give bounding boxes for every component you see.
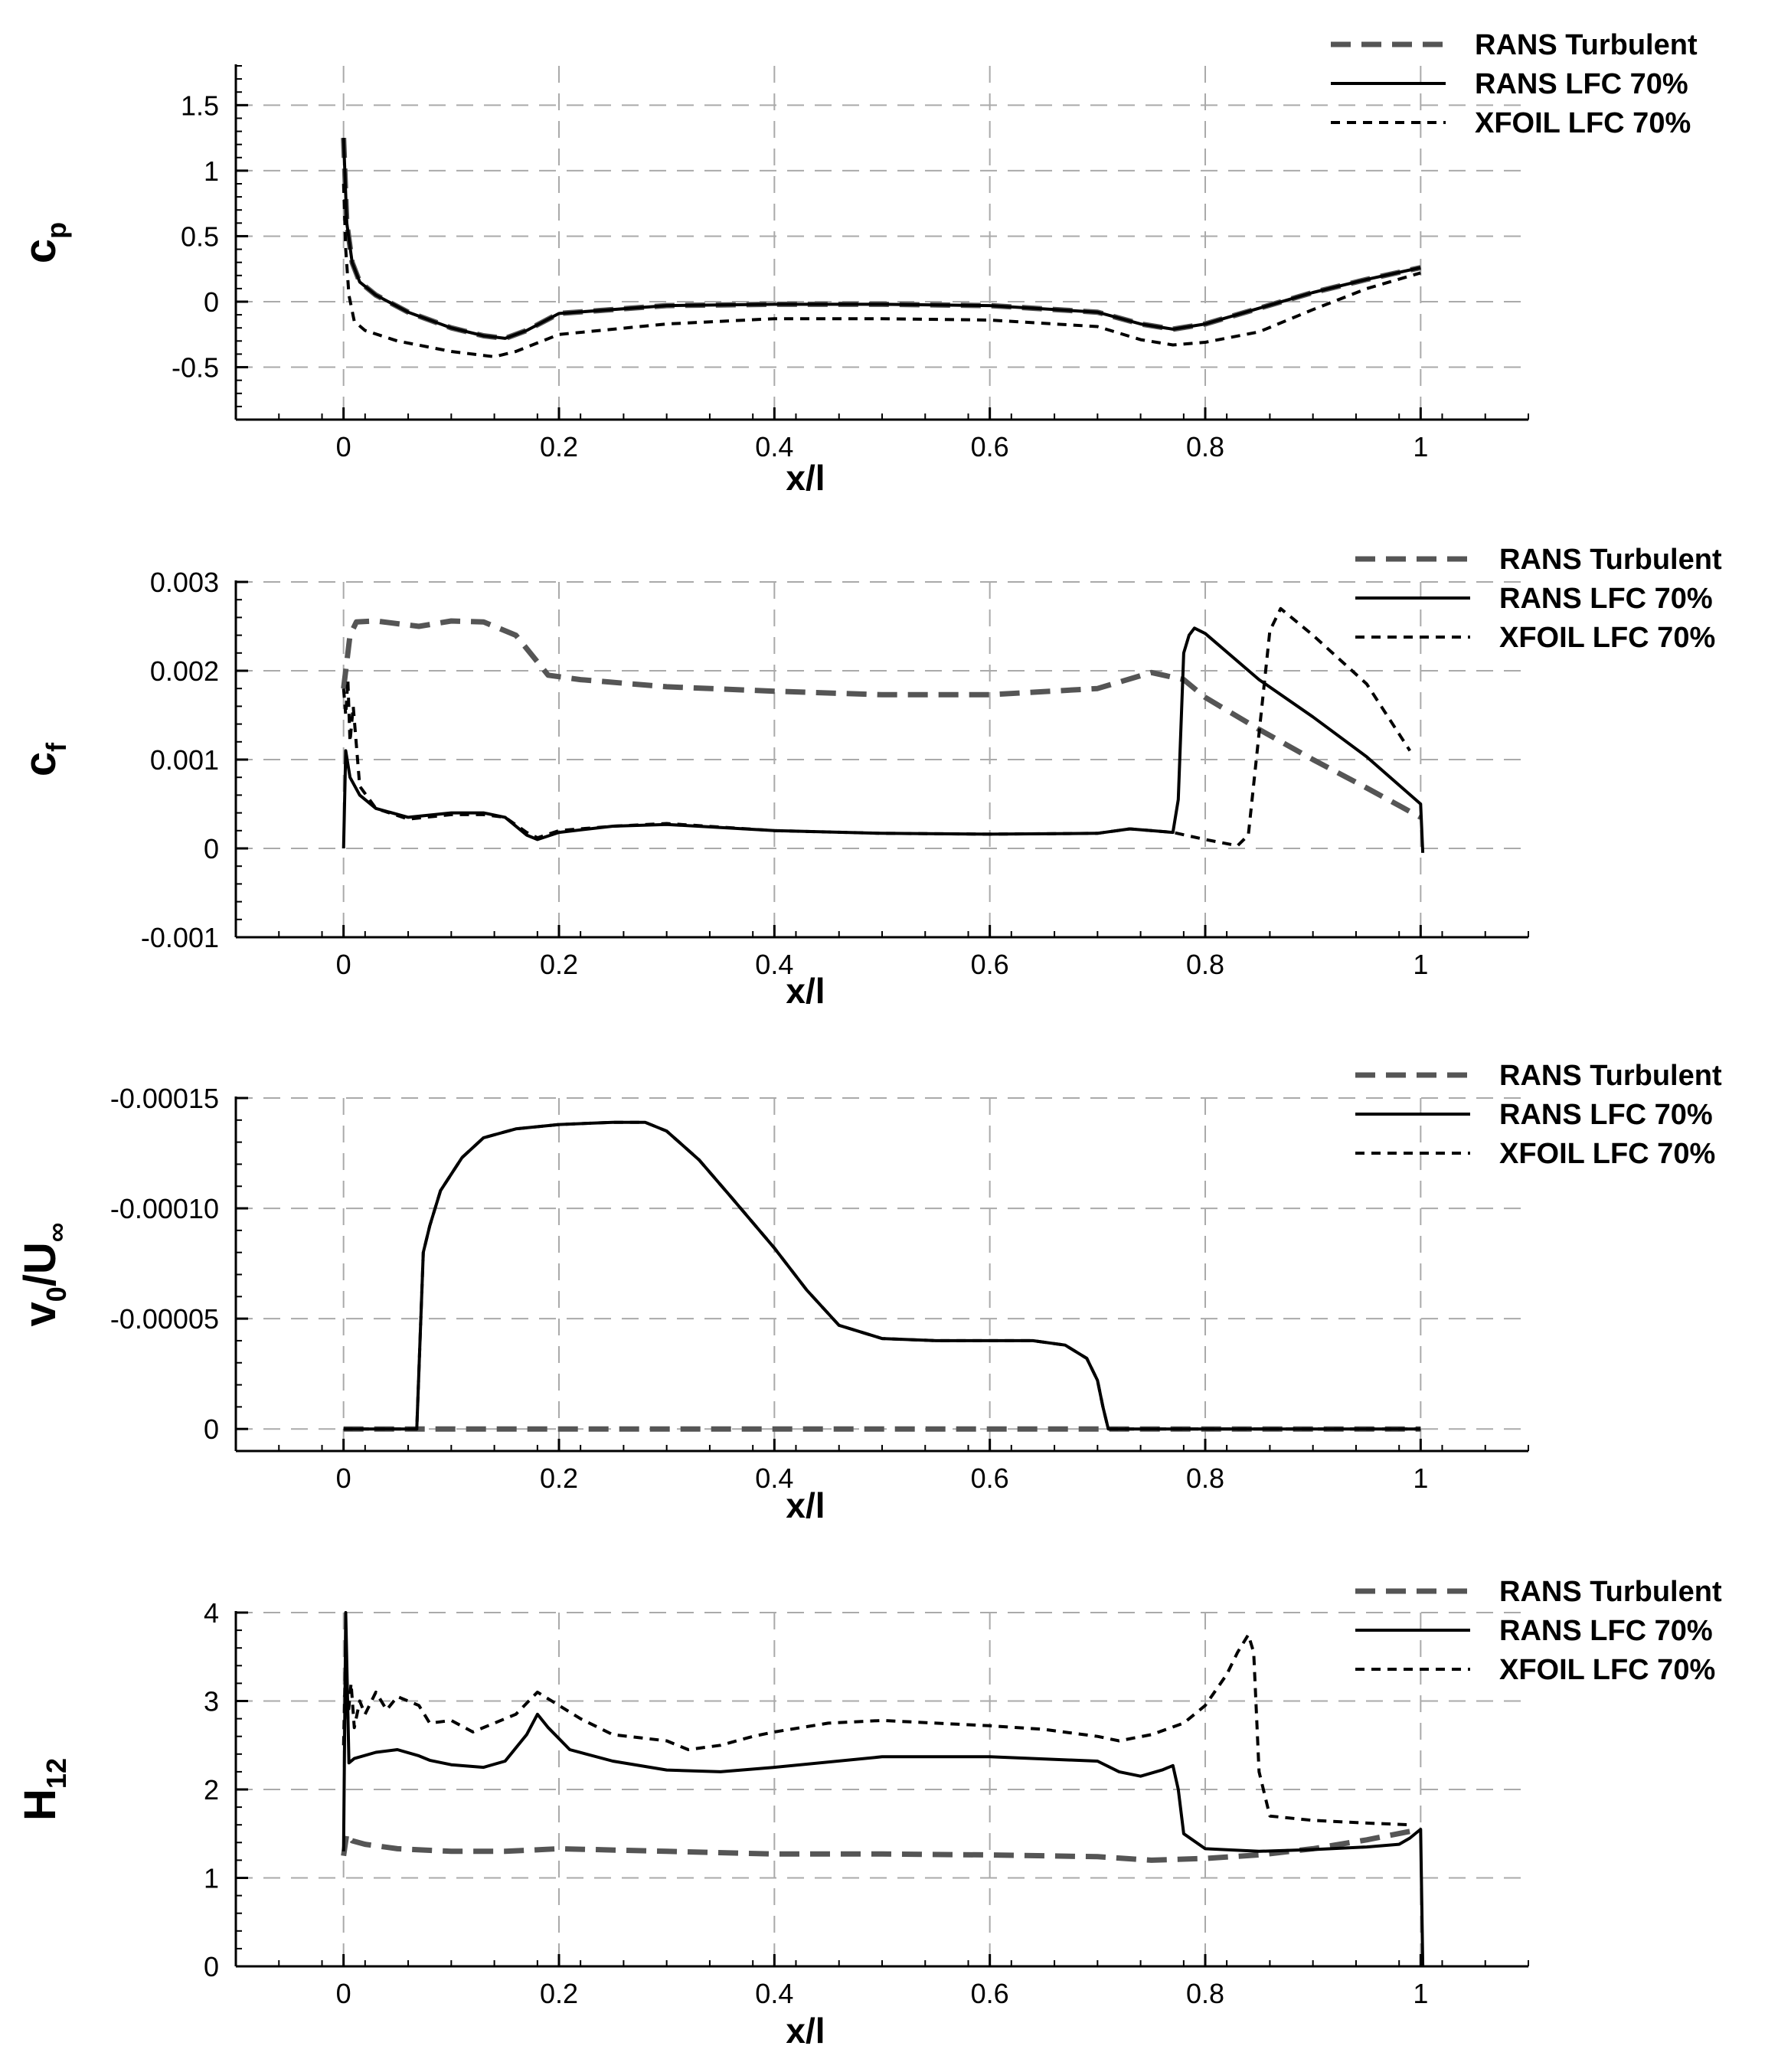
x-tick-label: 0.6: [971, 949, 1009, 980]
x-tick-label: 0: [336, 949, 351, 980]
chart-panel-1: 0 0.2 0.4 0.6 0.8 1 -0.5 0 0.5 1 1.5 x/l cp RANS Turb…: [15, 29, 1698, 498]
y-tick-label: -0.5: [172, 352, 219, 384]
x-tick-label: 0.4: [755, 1462, 793, 1494]
y-axis-label-sub: 12: [41, 1758, 72, 1789]
y-axis-label-main: v: [15, 1302, 65, 1326]
y-tick-label: 0: [204, 1951, 219, 1982]
x-tick-label: 0.6: [971, 1462, 1009, 1494]
x-tick-label: 0: [336, 1978, 351, 2009]
y-axis-label-main: c: [15, 752, 65, 776]
legend-label-rans-turbulent: RANS Turbulent: [1475, 29, 1698, 61]
legend-label-rans-lfc-70: RANS LFC 70%: [1499, 1099, 1713, 1131]
y-axis-label-sub0: 0: [41, 1286, 72, 1302]
series-line-xfoil-lfc-70: [342, 183, 1421, 358]
legend-label-xfoil-lfc-70: XFOIL LFC 70%: [1499, 1138, 1715, 1170]
x-axis-label: x/l: [786, 1485, 825, 1525]
x-tick-label: 0.2: [540, 1462, 578, 1494]
y-axis-label-main: H: [15, 1789, 65, 1821]
y-tick-label: 0: [204, 1413, 219, 1445]
y-tick-label: 0.5: [181, 221, 219, 252]
legend-label-rans-lfc-70: RANS LFC 70%: [1499, 1615, 1713, 1647]
x-tick-label: 1: [1413, 949, 1428, 980]
x-tick-label: 0: [336, 1462, 351, 1494]
grid: [236, 1097, 1528, 1451]
y-tick-label: 0.003: [150, 567, 219, 598]
legend: RANS Turbulent RANS LFC 70% XFOIL LFC 70%: [1355, 544, 1722, 654]
legend-label-xfoil-lfc-70: XFOIL LFC 70%: [1499, 1654, 1715, 1686]
x-tick-label: 0.8: [1186, 1978, 1224, 2009]
legend-label-rans-turbulent: RANS Turbulent: [1499, 544, 1722, 576]
x-axis-label: x/l: [786, 2011, 825, 2051]
x-tick-label: 0.2: [540, 431, 578, 462]
x-tick-label: 1: [1413, 1462, 1428, 1494]
x-tick-label: 0.8: [1186, 1462, 1224, 1494]
y-tick-label: -0.00015: [110, 1083, 219, 1114]
legend: RANS Turbulent RANS LFC 70% XFOIL LFC 70%: [1331, 29, 1698, 139]
series-line-rans-lfc-70: [343, 1120, 1421, 1431]
x-tick-label: 0.6: [971, 1978, 1009, 2009]
x-tick-label: 1: [1413, 431, 1428, 462]
series-line-rans-lfc-70: [342, 138, 1421, 340]
chart-panel-3: 0 0.2 0.4 0.6 0.8 1 0 -0.00005 -0.00010 -0.00015 x…: [15, 1060, 1722, 1525]
y-axis-label-slash: /U: [15, 1242, 65, 1286]
y-axis-label: H12: [15, 1758, 72, 1821]
y-tick-label: 1.5: [181, 90, 219, 121]
y-tick-label: 0.002: [150, 655, 219, 687]
legend-label-rans-lfc-70: RANS LFC 70%: [1499, 583, 1713, 615]
y-tick-label: 0.001: [150, 744, 219, 776]
grid: [236, 581, 1528, 938]
y-tick-label: 4: [204, 1597, 219, 1629]
y-tick-label: 1: [204, 155, 219, 187]
grid: [236, 1612, 1528, 1967]
series-line-rans-turbulent: [341, 618, 1422, 820]
y-tick-label: 0: [204, 833, 219, 864]
y-tick-label: 3: [204, 1686, 219, 1717]
chart-panel-2: 0 0.2 0.4 0.6 0.8 1 -0.001 0 0.001 0.002 0.003 x/l c…: [15, 544, 1722, 1011]
y-axis-label-sub: p: [41, 222, 72, 239]
y-axis-label-sub: f: [41, 742, 72, 752]
series-line-xfoil-lfc-70: [343, 1120, 1421, 1431]
x-tick-label: 0.2: [540, 949, 578, 980]
series-line-rans-lfc-70: [342, 1611, 1425, 1967]
x-tick-label: 0.8: [1186, 949, 1224, 980]
legend-label-xfoil-lfc-70: XFOIL LFC 70%: [1499, 622, 1715, 654]
series-line-xfoil-lfc-70: [342, 606, 1411, 848]
series-line-rans-lfc-70: [342, 626, 1425, 853]
legend-label-rans-lfc-70: RANS LFC 70%: [1475, 68, 1688, 100]
y-tick-label: 1: [204, 1863, 219, 1894]
series-line-xfoil-lfc-70: [342, 1632, 1410, 1827]
legend-label-rans-turbulent: RANS Turbulent: [1499, 1576, 1722, 1608]
x-tick-label: 0.4: [755, 949, 793, 980]
legend-label-xfoil-lfc-70: XFOIL LFC 70%: [1475, 107, 1691, 139]
x-tick-label: 0.2: [540, 1978, 578, 2009]
series-line-rans-turbulent: [341, 1826, 1421, 1863]
legend: RANS Turbulent RANS LFC 70% XFOIL LFC 70%: [1355, 1576, 1722, 1686]
grid: [236, 66, 1528, 420]
legend: RANS Turbulent RANS LFC 70% XFOIL LFC 70%: [1355, 1060, 1722, 1170]
y-axis-label: v0/U∞: [15, 1223, 72, 1327]
x-axis-label: x/l: [786, 971, 825, 1011]
x-tick-label: 0.6: [971, 431, 1009, 462]
y-axis-label: cf: [15, 742, 72, 776]
x-tick-label: 1: [1413, 1978, 1428, 2009]
x-tick-label: 0.8: [1186, 431, 1224, 462]
y-axis-label-sub: ∞: [41, 1223, 72, 1243]
x-tick-label: 0.4: [755, 1978, 793, 2009]
y-tick-label: -0.00005: [110, 1303, 219, 1335]
y-axis-label-main: c: [15, 239, 65, 263]
x-axis-label: x/l: [786, 458, 825, 498]
y-tick-label: 2: [204, 1774, 219, 1806]
y-axis-label: cp: [15, 222, 72, 263]
y-tick-label: -0.001: [141, 922, 219, 953]
y-tick-label: 0: [204, 286, 219, 318]
y-tick-label: -0.00010: [110, 1193, 219, 1224]
x-tick-label: 0: [336, 431, 351, 462]
x-tick-label: 0.4: [755, 431, 793, 462]
legend-label-rans-turbulent: RANS Turbulent: [1499, 1060, 1722, 1092]
